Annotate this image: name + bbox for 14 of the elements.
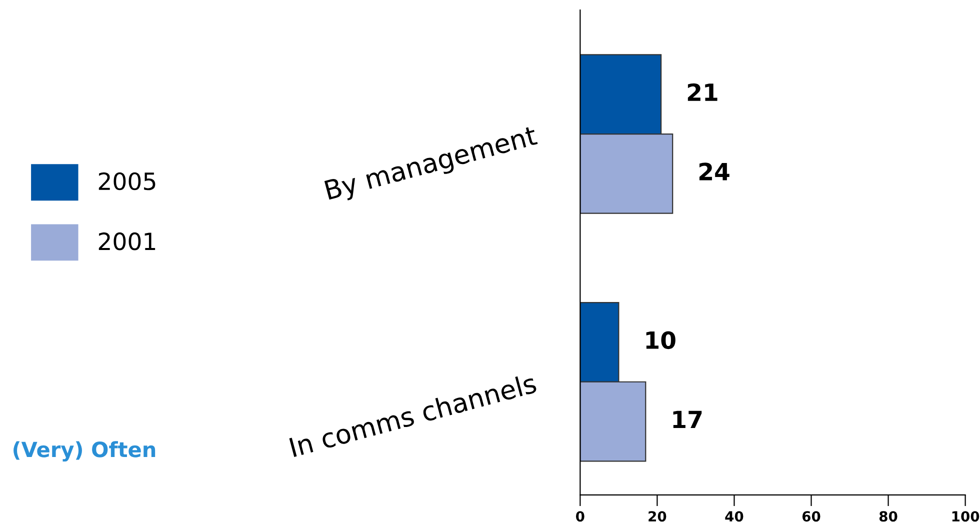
x-tick-label: 100: [952, 511, 980, 522]
data-label: 10: [646, 331, 676, 350]
data-label: 24: [699, 162, 730, 180]
x-tick-label: 60: [802, 511, 820, 522]
x-tick-label: 20: [648, 511, 666, 522]
x-tick-label: 80: [879, 511, 898, 522]
y-tick-label: In comms channels: [289, 372, 538, 458]
legend-label: 2005: [98, 172, 156, 190]
text: (Very) Often: [14, 441, 156, 462]
data-label: 17: [673, 410, 702, 428]
x-tick-label: 0: [576, 511, 584, 522]
x-tick-label: 40: [725, 511, 744, 522]
data-label: 21: [688, 83, 718, 101]
legend-label: 2001: [98, 232, 156, 250]
